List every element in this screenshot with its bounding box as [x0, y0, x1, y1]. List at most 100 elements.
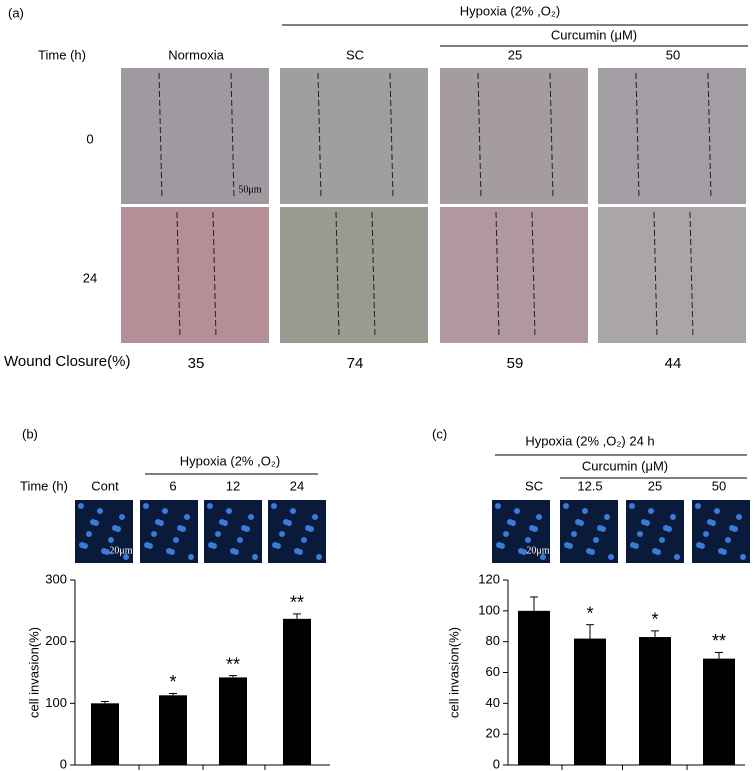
micrograph [280, 207, 428, 343]
column-label: Normoxia [168, 47, 224, 62]
wound-edge [212, 211, 217, 339]
wound-edge [653, 211, 658, 339]
column-label: SC [346, 47, 364, 62]
wound-edge [689, 211, 694, 339]
nucleus [525, 537, 531, 543]
nucleus [696, 542, 702, 548]
nucleus [312, 514, 318, 520]
time-label: Time (h) [38, 47, 86, 62]
closure-value: 35 [188, 355, 205, 372]
x-tick-label: 50 [712, 478, 726, 493]
bar [703, 658, 735, 765]
nucleus [90, 519, 96, 525]
micrograph [280, 68, 428, 204]
nucleus [652, 548, 658, 554]
nucleus [593, 537, 599, 543]
y-tick-label: 100 [478, 602, 500, 617]
nucleus [86, 531, 92, 537]
nucleus [237, 537, 243, 543]
bar [91, 703, 119, 765]
micrograph [440, 207, 588, 343]
nucleus [207, 503, 213, 509]
nucleus [714, 508, 720, 514]
nucleus [663, 525, 669, 531]
wound-edge [317, 72, 322, 200]
nucleus [648, 508, 654, 514]
nucleus [529, 525, 535, 531]
nucleus [208, 542, 214, 548]
bar [283, 618, 311, 765]
y-tick-label: 20 [486, 726, 500, 741]
nucleus [674, 554, 680, 560]
nucleus [641, 519, 647, 525]
subheader: Curcumin (μM) [551, 27, 637, 42]
micrograph [598, 68, 746, 204]
header: Hypoxia (2% ,O₂) [460, 3, 560, 18]
nucleus [670, 514, 676, 520]
nucleus [597, 525, 603, 531]
time-label: Time (h) [20, 478, 68, 493]
nucleus [272, 542, 278, 548]
nucleus [108, 537, 114, 543]
nucleus [629, 503, 635, 509]
significance: * [651, 610, 658, 630]
nucleus [740, 554, 746, 560]
nucleus [518, 548, 524, 554]
nucleus [564, 542, 570, 548]
micrograph [121, 68, 269, 204]
wound-edge [531, 211, 536, 339]
scale-bar: 50μm [238, 184, 261, 195]
nucleus [563, 503, 569, 509]
nucleus [514, 508, 520, 514]
y-tick-label: 0 [493, 756, 500, 771]
nucleus [230, 548, 236, 554]
scale-bar: 20μm [109, 545, 132, 556]
nucleus [119, 514, 125, 520]
nucleus [608, 554, 614, 560]
closure-value: 59 [507, 355, 524, 372]
panel-label: (a) [8, 5, 24, 20]
nucleus [173, 537, 179, 543]
nucleus [151, 531, 157, 537]
nucleus [718, 548, 724, 554]
nucleus [316, 554, 322, 560]
panel-label: (c) [432, 426, 447, 441]
scale-bar: 20μm [526, 545, 549, 556]
nucleus [575, 519, 581, 525]
nucleus [582, 508, 588, 514]
nucleus [659, 537, 665, 543]
nucleus [536, 514, 542, 520]
y-tick-label: 0 [60, 756, 67, 771]
closure-value: 44 [665, 355, 682, 372]
y-axis-label: cell invasion(%) [26, 627, 41, 718]
nucleus [540, 554, 546, 560]
wound-edge [158, 72, 163, 200]
significance: * [169, 672, 176, 692]
column-label: 50 [666, 47, 680, 62]
column-label: 25 [508, 47, 522, 62]
nucleus [79, 542, 85, 548]
nucleus [630, 542, 636, 548]
x-tick-label: SC [525, 478, 543, 493]
time-value: 0 [86, 131, 93, 146]
wound-edge [549, 72, 554, 200]
y-tick-label: 200 [45, 633, 67, 648]
closure-value: 74 [347, 355, 364, 372]
nucleus [503, 531, 509, 537]
nucleus [123, 554, 129, 560]
x-tick-label: Cont [91, 478, 119, 493]
x-tick-label: 6 [169, 478, 176, 493]
wound-edge [371, 211, 376, 339]
nucleus [301, 537, 307, 543]
nucleus [112, 525, 118, 531]
nucleus [162, 508, 168, 514]
nucleus [496, 542, 502, 548]
nucleus [736, 514, 742, 520]
wound-edge [335, 211, 340, 339]
x-tick-label: 24 [290, 478, 304, 493]
bar [639, 637, 671, 765]
nucleus [290, 508, 296, 514]
significance: ** [712, 631, 726, 651]
wound-edge [477, 72, 482, 200]
nucleus [294, 548, 300, 554]
